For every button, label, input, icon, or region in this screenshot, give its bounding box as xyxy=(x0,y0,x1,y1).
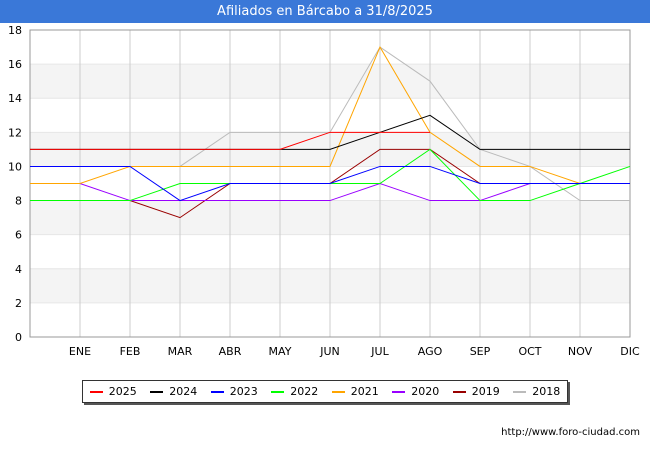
y-tick-label: 14 xyxy=(8,92,22,105)
y-tick-label: 6 xyxy=(15,229,22,242)
y-tick-label: 4 xyxy=(15,263,22,276)
legend-label: 2018 xyxy=(532,385,561,398)
x-tick-label: AGO xyxy=(418,345,443,358)
legend-swatch xyxy=(150,390,164,393)
legend-swatch xyxy=(210,390,224,393)
legend-item-2021: 2021 xyxy=(331,385,379,398)
legend-swatch xyxy=(271,390,285,393)
y-tick-label: 12 xyxy=(8,126,22,139)
chart-title: Afiliados en Bárcabo a 31/8/2025 xyxy=(0,0,650,23)
x-tick-label: MAR xyxy=(168,345,193,358)
x-tick-label: JUL xyxy=(370,345,389,358)
x-tick-label: MAY xyxy=(269,345,292,358)
legend-item-2024: 2024 xyxy=(150,385,197,398)
legend-item-2018: 2018 xyxy=(513,385,560,398)
x-tick-label: FEB xyxy=(120,345,141,358)
legend-label: 2023 xyxy=(229,385,258,398)
legend-item-2022: 2022 xyxy=(271,385,318,398)
legend-item-2023: 2023 xyxy=(210,385,258,398)
y-tick-label: 0 xyxy=(15,331,22,344)
legend-label: 2022 xyxy=(290,385,319,398)
legend-swatch xyxy=(392,390,406,393)
y-tick-label: 16 xyxy=(8,58,22,71)
legend-label: 2021 xyxy=(350,385,379,398)
chart-legend: 2025 2024 2023 2022 2021 2020 2019 2018 xyxy=(82,380,568,403)
x-tick-label: ENE xyxy=(69,345,91,358)
footer-url: http://www.foro-ciudad.com xyxy=(501,427,640,438)
series-line-2025 xyxy=(30,131,430,150)
legend-label: 2019 xyxy=(471,385,500,398)
legend-swatch xyxy=(513,390,527,393)
legend-item-2020: 2020 xyxy=(392,385,439,398)
x-tick-label: SEP xyxy=(470,345,491,358)
x-tick-label: ABR xyxy=(219,345,242,358)
y-tick-label: 2 xyxy=(15,297,22,310)
legend-label: 2024 xyxy=(169,385,198,398)
x-tick-label: DIC xyxy=(620,345,640,358)
y-tick-label: 8 xyxy=(15,195,22,208)
legend-swatch xyxy=(89,390,103,393)
legend-swatch xyxy=(331,390,345,393)
x-tick-label: NOV xyxy=(568,345,593,358)
legend-label: 2020 xyxy=(411,385,440,398)
series-line-2023 xyxy=(30,165,630,202)
legend-item-2019: 2019 xyxy=(452,385,500,398)
y-tick-label: 18 xyxy=(8,24,22,37)
legend-label: 2025 xyxy=(108,385,137,398)
legend-swatch xyxy=(452,390,466,393)
legend-item-2025: 2025 xyxy=(89,385,137,398)
x-tick-label: JUN xyxy=(319,345,340,358)
y-tick-label: 10 xyxy=(8,160,22,173)
x-tick-label: OCT xyxy=(518,345,541,358)
